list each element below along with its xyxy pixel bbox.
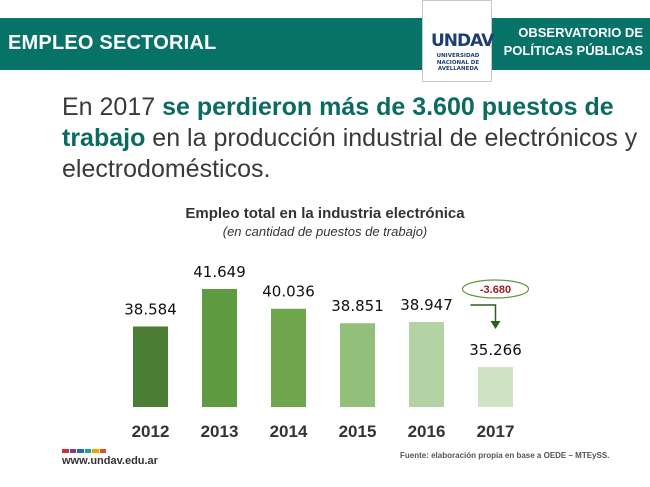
- color-stripe: [99, 449, 106, 453]
- annotation-ellipse: [461, 279, 530, 299]
- headline-part-1: En 2017: [62, 93, 163, 121]
- annotation-label: -3.680: [480, 284, 511, 296]
- observatory-line-1: OBSERVATORIO DE: [518, 25, 643, 40]
- bar-2014: [271, 308, 306, 407]
- color-stripe: [84, 449, 91, 453]
- annotation-arrow-line: [470, 304, 497, 323]
- bar-2012: [133, 326, 168, 407]
- chart-subtitle: (en cantidad de puestos de trabajo): [222, 224, 428, 239]
- x-tick-2017: 2017: [477, 422, 515, 441]
- section-title: EMPLEO SECTORIAL: [8, 32, 217, 54]
- observatory-line-2: POLÍTICAS PÚBLICAS: [503, 43, 643, 58]
- color-stripe: [62, 449, 69, 453]
- headline: En 2017 se perdieron más de 3.600 puesto…: [62, 92, 642, 185]
- observatory-title: OBSERVATORIO DE POLÍTICAS PÚBLICAS: [493, 24, 643, 60]
- bar-2016: [409, 322, 444, 407]
- logo-line-1: UNIVERSIDAD: [436, 53, 480, 59]
- value-label-2015: 38.851: [331, 297, 384, 315]
- x-tick-2016: 2016: [408, 422, 446, 441]
- bar-2013: [202, 289, 237, 407]
- color-stripe: [92, 449, 99, 453]
- x-tick-2012: 2012: [132, 422, 170, 441]
- logo-text: UNIVERSIDAD NACIONAL DE AVELLANEDA: [429, 53, 487, 73]
- header-bar: [0, 18, 650, 70]
- website-link[interactable]: www.undav.edu.ar: [62, 455, 158, 467]
- logo-color-stripes: [62, 449, 106, 453]
- bar-2015: [340, 323, 375, 407]
- value-label-2014: 40.036: [262, 283, 315, 301]
- undav-logo[interactable]: UNDAV UNIVERSIDAD NACIONAL DE AVELLANEDA: [422, 0, 494, 82]
- x-tick-2014: 2014: [270, 422, 308, 441]
- annotation-arrow-head: [490, 321, 501, 330]
- bar-2017: [478, 367, 513, 407]
- value-label-2017: 35.266: [469, 341, 522, 359]
- logo-line-3: AVELLANEDA: [437, 66, 479, 72]
- logo-line-2: NACIONAL DE: [436, 59, 480, 66]
- x-tick-2015: 2015: [339, 422, 377, 441]
- logo-mark: UNDAV: [431, 31, 494, 51]
- x-tick-2013: 2013: [201, 422, 239, 441]
- value-label-2013: 41.649: [193, 263, 246, 281]
- color-stripe: [69, 449, 76, 453]
- chart-title: Empleo total en la industria electrónica: [185, 205, 465, 222]
- headline-part-3: en la producción industrial de electróni…: [62, 124, 638, 183]
- source-note: Fuente: elaboración propia en base a OED…: [400, 451, 610, 460]
- value-label-2016: 38.947: [400, 296, 453, 314]
- color-stripe: [77, 449, 84, 453]
- value-label-2012: 38.584: [124, 300, 177, 318]
- headline-highlight: se perdieron más de 3.600 puestos de tra…: [62, 93, 614, 152]
